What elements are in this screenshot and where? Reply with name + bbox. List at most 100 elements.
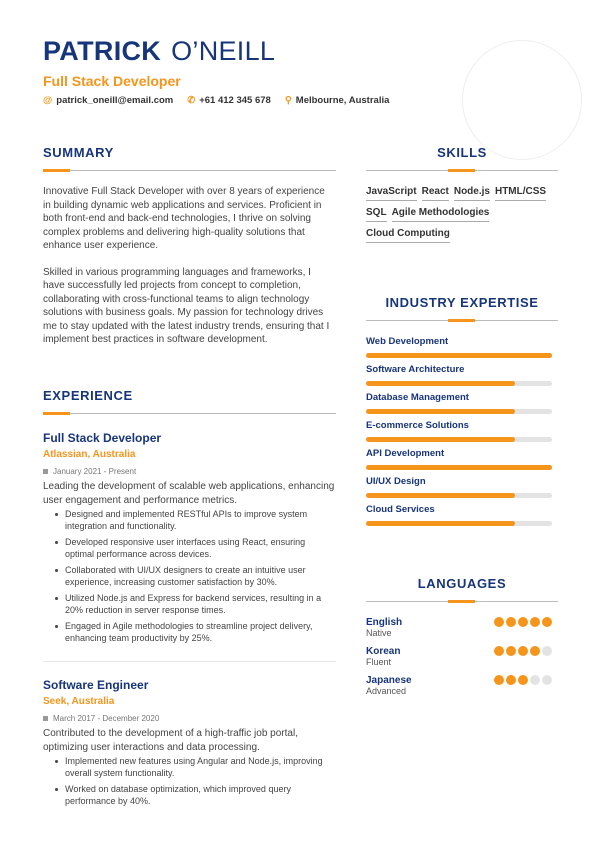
location-pin-icon: ⚲ bbox=[284, 95, 292, 106]
expertise-label: Software Architecture bbox=[366, 364, 465, 375]
language-rating bbox=[494, 646, 552, 656]
summary-paragraph: Skilled in various programming languages… bbox=[43, 266, 330, 346]
expertise-bar-fill bbox=[366, 465, 552, 470]
expertise-bar-fill bbox=[366, 381, 515, 386]
job-dates: March 2017 - December 2020 bbox=[43, 714, 335, 723]
expertise-label: API Development bbox=[366, 448, 445, 459]
skills-heading: SKILLS bbox=[437, 145, 487, 160]
job-bullets: Implemented new features using Angular a… bbox=[43, 755, 335, 807]
rating-dot bbox=[530, 675, 540, 685]
job-role: Software Engineer bbox=[43, 678, 149, 692]
job-role: Full Stack Developer bbox=[43, 431, 162, 445]
skill-tag: Agile Methodologies bbox=[391, 207, 490, 222]
skill-tag: SQL bbox=[366, 207, 387, 222]
expertise-label: E-commerce Solutions bbox=[366, 420, 469, 431]
experience-heading: EXPERIENCE bbox=[43, 388, 133, 403]
rating-dot bbox=[542, 675, 552, 685]
language-item: Korean Fluent bbox=[366, 646, 552, 667]
expertise-bar bbox=[366, 353, 552, 358]
rating-dot bbox=[530, 617, 540, 627]
rating-dot bbox=[506, 617, 516, 627]
bullet: Collaborated with UI/UX designers to cre… bbox=[55, 564, 335, 588]
expertise-item: Cloud Services bbox=[366, 504, 552, 526]
expertise-item: API Development bbox=[366, 448, 552, 470]
at-icon: @ bbox=[43, 95, 53, 106]
bullet: Worked on database optimization, which i… bbox=[55, 783, 335, 807]
bullet: Implemented new features using Angular a… bbox=[55, 755, 335, 779]
language-item: English Native bbox=[366, 617, 552, 638]
expertise-item: Database Management bbox=[366, 392, 552, 414]
job-company: Atlassian, Australia bbox=[43, 449, 136, 460]
expertise-bar bbox=[366, 409, 552, 414]
job-entry: Software Engineer Seek, Australia March … bbox=[43, 678, 335, 811]
accent-bar bbox=[448, 600, 475, 603]
expertise-bar-fill bbox=[366, 493, 515, 498]
full-name: PATRICK O’NEILL bbox=[43, 36, 276, 66]
rating-dot bbox=[506, 675, 516, 685]
expertise-item: Web Development bbox=[366, 336, 552, 358]
rating-dot bbox=[494, 617, 504, 627]
accent-bar bbox=[43, 412, 70, 415]
expertise-bar bbox=[366, 437, 552, 442]
summary-text: Innovative Full Stack Developer with ove… bbox=[43, 185, 335, 347]
languages-heading: LANGUAGES bbox=[417, 576, 507, 591]
divider bbox=[43, 661, 336, 662]
expertise-bar bbox=[366, 465, 552, 470]
expertise-heading: INDUSTRY EXPERTISE bbox=[385, 295, 539, 310]
rating-dot bbox=[518, 675, 528, 685]
decorative-circle bbox=[462, 40, 582, 160]
email[interactable]: @ patrick_oneill@email.com bbox=[43, 95, 174, 106]
accent-bar bbox=[448, 169, 475, 172]
expertise-bar-fill bbox=[366, 353, 552, 358]
summary-paragraph: Innovative Full Stack Developer with ove… bbox=[43, 186, 325, 251]
expertise-bar-fill bbox=[366, 521, 515, 526]
job-dates: January 2021 - Present bbox=[43, 467, 335, 476]
job-description: Contributed to the development of a high… bbox=[43, 728, 298, 753]
bullet: Engaged in Agile methodologies to stream… bbox=[55, 620, 335, 644]
skills-list: JavaScript React Node.js HTML/CSS SQL Ag… bbox=[366, 186, 558, 243]
language-name: English bbox=[366, 617, 403, 628]
language-level: Native bbox=[366, 628, 392, 638]
expertise-label: Cloud Services bbox=[366, 504, 435, 515]
expertise-item: E-commerce Solutions bbox=[366, 420, 552, 442]
bullet: Utilized Node.js and Express for backend… bbox=[55, 592, 335, 616]
skill-tag: React bbox=[421, 186, 449, 201]
expertise-bar bbox=[366, 521, 552, 526]
accent-bar bbox=[448, 319, 475, 322]
expertise-item: UI/UX Design bbox=[366, 476, 552, 498]
language-name: Korean bbox=[366, 646, 401, 657]
summary-heading: SUMMARY bbox=[43, 145, 114, 160]
expertise-bar-fill bbox=[366, 437, 515, 442]
expertise-bar-fill bbox=[366, 409, 515, 414]
divider bbox=[43, 413, 336, 414]
rating-dot bbox=[494, 675, 504, 685]
rating-dot bbox=[530, 646, 540, 656]
expertise-label: UI/UX Design bbox=[366, 476, 426, 487]
expertise-item: Software Architecture bbox=[366, 364, 552, 386]
skill-tag: HTML/CSS bbox=[494, 186, 547, 201]
skill-tag: JavaScript bbox=[366, 186, 417, 201]
bullet: Designed and implemented RESTful APIs to… bbox=[55, 508, 335, 532]
rating-dot bbox=[542, 617, 552, 627]
job-title: Full Stack Developer bbox=[43, 73, 181, 89]
job-description: Leading the development of scalable web … bbox=[43, 481, 335, 506]
divider bbox=[43, 170, 336, 171]
job-company: Seek, Australia bbox=[43, 696, 115, 707]
skill-tag: Node.js bbox=[453, 186, 490, 201]
rating-dot bbox=[542, 646, 552, 656]
expertise-label: Web Development bbox=[366, 336, 449, 347]
bullet: Developed responsive user interfaces usi… bbox=[55, 536, 335, 560]
language-name: Japanese bbox=[366, 675, 412, 686]
phone: ✆ +61 412 345 678 bbox=[187, 95, 271, 106]
expertise-bar bbox=[366, 493, 552, 498]
rating-dot bbox=[518, 646, 528, 656]
rating-dot bbox=[506, 646, 516, 656]
rating-dot bbox=[494, 646, 504, 656]
language-item: Japanese Advanced bbox=[366, 675, 552, 696]
phone-icon: ✆ bbox=[187, 95, 196, 106]
rating-dot bbox=[518, 617, 528, 627]
job-entry: Full Stack Developer Atlassian, Australi… bbox=[43, 431, 335, 648]
expertise-bar bbox=[366, 381, 552, 386]
accent-bar bbox=[43, 169, 70, 172]
language-level: Fluent bbox=[366, 657, 392, 667]
